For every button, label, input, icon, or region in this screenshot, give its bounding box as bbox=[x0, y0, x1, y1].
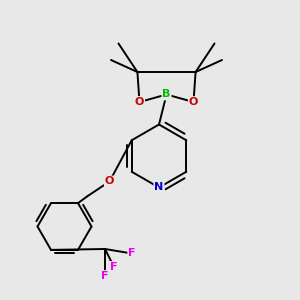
Text: F: F bbox=[101, 271, 109, 281]
Text: B: B bbox=[162, 89, 171, 100]
Text: O: O bbox=[135, 97, 144, 107]
Text: N: N bbox=[154, 182, 164, 193]
Text: O: O bbox=[105, 176, 114, 187]
Text: O: O bbox=[189, 97, 198, 107]
Text: F: F bbox=[110, 262, 118, 272]
Text: F: F bbox=[128, 248, 136, 259]
